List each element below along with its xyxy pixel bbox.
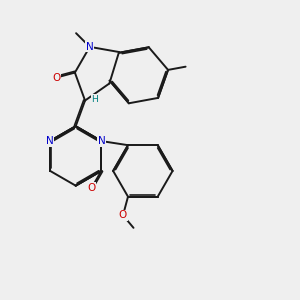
Text: H: H (91, 94, 98, 103)
Text: N: N (46, 136, 54, 146)
Text: N: N (86, 42, 94, 52)
Text: O: O (52, 73, 60, 82)
Text: N: N (98, 136, 105, 146)
Text: O: O (88, 182, 96, 193)
Text: O: O (119, 210, 127, 220)
